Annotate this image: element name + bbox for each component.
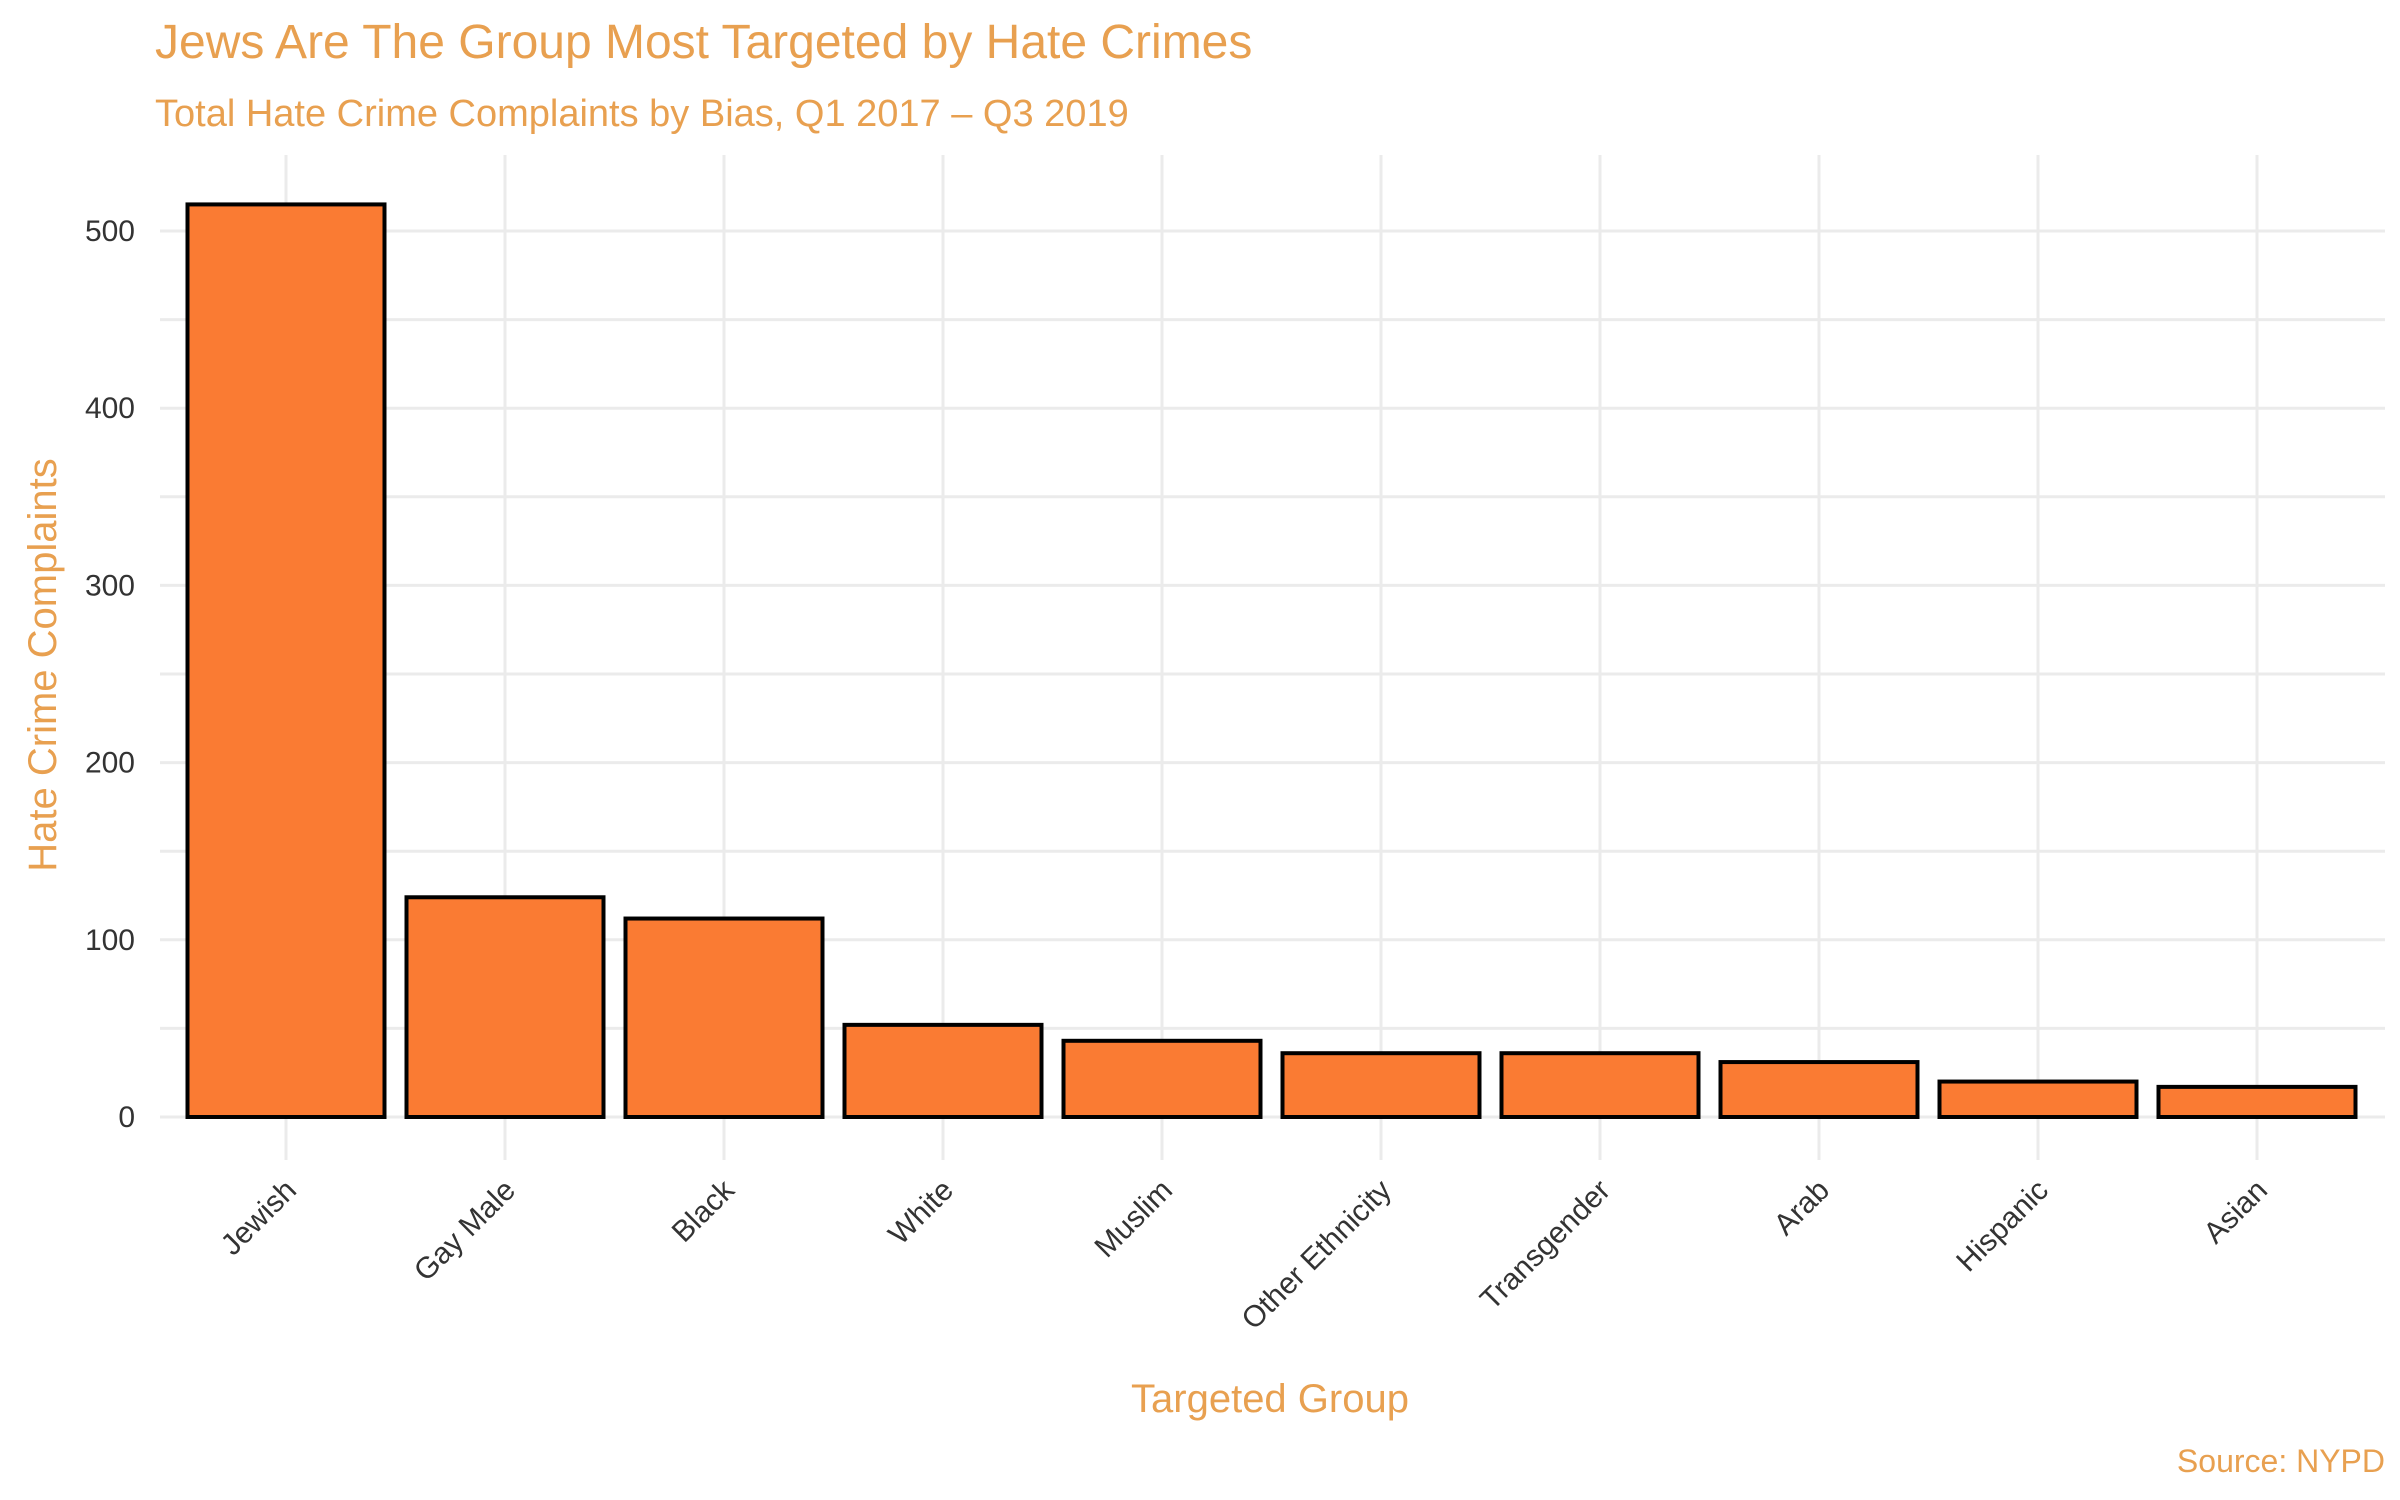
y-tick-label: 500 (85, 215, 135, 248)
x-tick-label: Other Ethnicity (1235, 1174, 1397, 1336)
bar-black (623, 916, 825, 1120)
y-axis-label: Hate Crime Complaints (21, 458, 65, 871)
chart-title: Jews Are The Group Most Targeted by Hate… (155, 16, 1252, 69)
y-tick-label: 300 (85, 569, 135, 602)
x-tick-label: Jewish (215, 1174, 303, 1262)
chart-caption: Source: NYPD (2177, 1443, 2385, 1479)
y-tick-label: 100 (85, 924, 135, 957)
chart-subtitle: Total Hate Crime Complaints by Bias, Q1 … (155, 93, 1129, 135)
x-tick-label: Gay Male (408, 1174, 522, 1288)
x-tick-label: Hispanic (1950, 1174, 2055, 1279)
bar-other-ethnicity (1280, 1051, 1482, 1120)
bar-muslim (1061, 1038, 1263, 1119)
x-tick-label: Asian (2198, 1174, 2274, 1250)
x-tick-label: Arab (1768, 1174, 1836, 1242)
y-tick-label: 400 (85, 392, 135, 425)
x-tick-label: Muslim (1088, 1174, 1179, 1265)
bar-gay-male (404, 895, 606, 1119)
bar-transgender (1499, 1051, 1701, 1120)
y-tick-label: 200 (85, 747, 135, 780)
x-tick-label: Black (666, 1173, 742, 1249)
x-axis-label: Targeted Group (1131, 1377, 1409, 1421)
bar-asian (2156, 1084, 2358, 1119)
bar-hispanic (1937, 1079, 2139, 1120)
bar-jewish (185, 202, 387, 1120)
bar-white (842, 1022, 1044, 1119)
x-tick-label: White (882, 1174, 960, 1252)
plot-area: 0 100 200 300 400 500 Jewish Gay Male Black White… (85, 155, 2385, 1336)
bar-arab (1718, 1060, 1920, 1119)
y-tick-label: 0 (118, 1101, 135, 1134)
x-tick-label: Transgender (1474, 1174, 1617, 1317)
